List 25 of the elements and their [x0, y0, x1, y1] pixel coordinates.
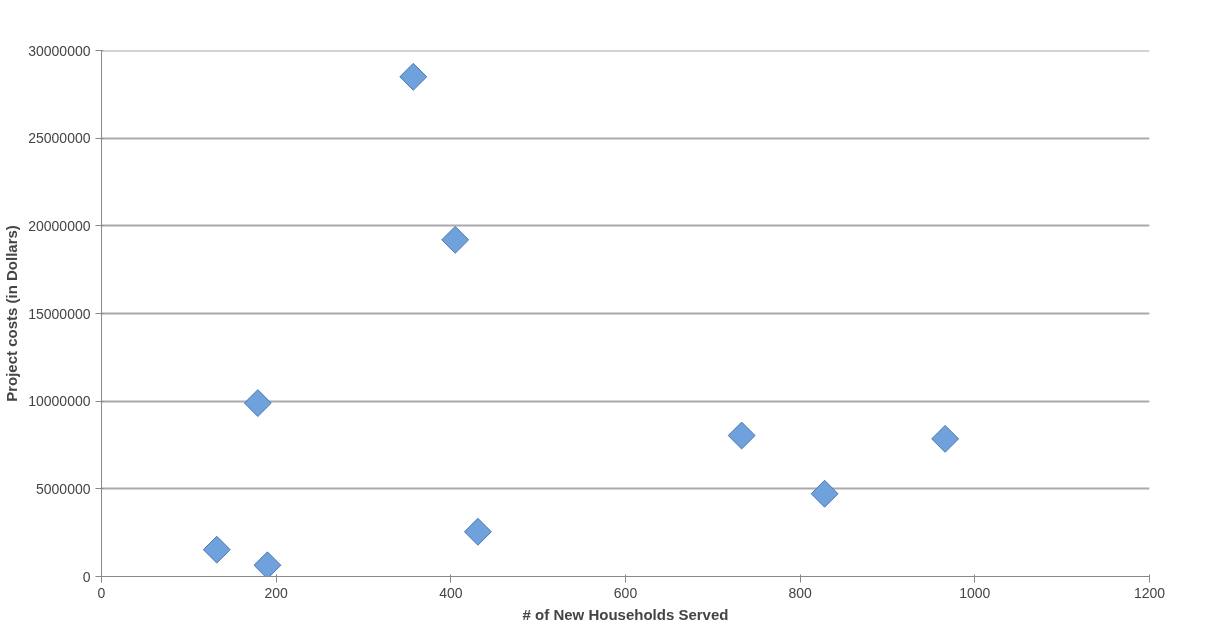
x-tick-label: 600	[613, 584, 638, 601]
x-tick-label: 400	[439, 584, 463, 601]
point	[441, 225, 470, 254]
point	[931, 424, 960, 453]
y-tick-label: 0	[82, 568, 91, 585]
y-tick-label: 20000000	[28, 217, 91, 234]
x-tick-label: 1000	[959, 584, 991, 601]
y-axis-title: Project costs (in Dollars)	[3, 225, 21, 402]
y-tick-label: 10000000	[28, 393, 91, 410]
point	[399, 62, 428, 91]
x-tick-label: 0	[97, 584, 106, 601]
point	[253, 551, 282, 577]
y-tick-label: 25000000	[28, 130, 91, 147]
x-axis-title: # of New Households Served	[522, 605, 729, 623]
y-tick-label: 30000000	[28, 42, 91, 59]
point	[243, 389, 272, 418]
point	[810, 479, 839, 508]
point	[727, 421, 756, 450]
y-tick-label: 15000000	[28, 305, 91, 322]
x-tick-label: 200	[264, 584, 289, 601]
point	[463, 517, 492, 546]
y-tick-label: 5000000	[36, 480, 91, 497]
x-tick-label: 1200	[1133, 584, 1166, 601]
point	[202, 535, 231, 564]
x-tick-label: 800	[788, 584, 813, 601]
